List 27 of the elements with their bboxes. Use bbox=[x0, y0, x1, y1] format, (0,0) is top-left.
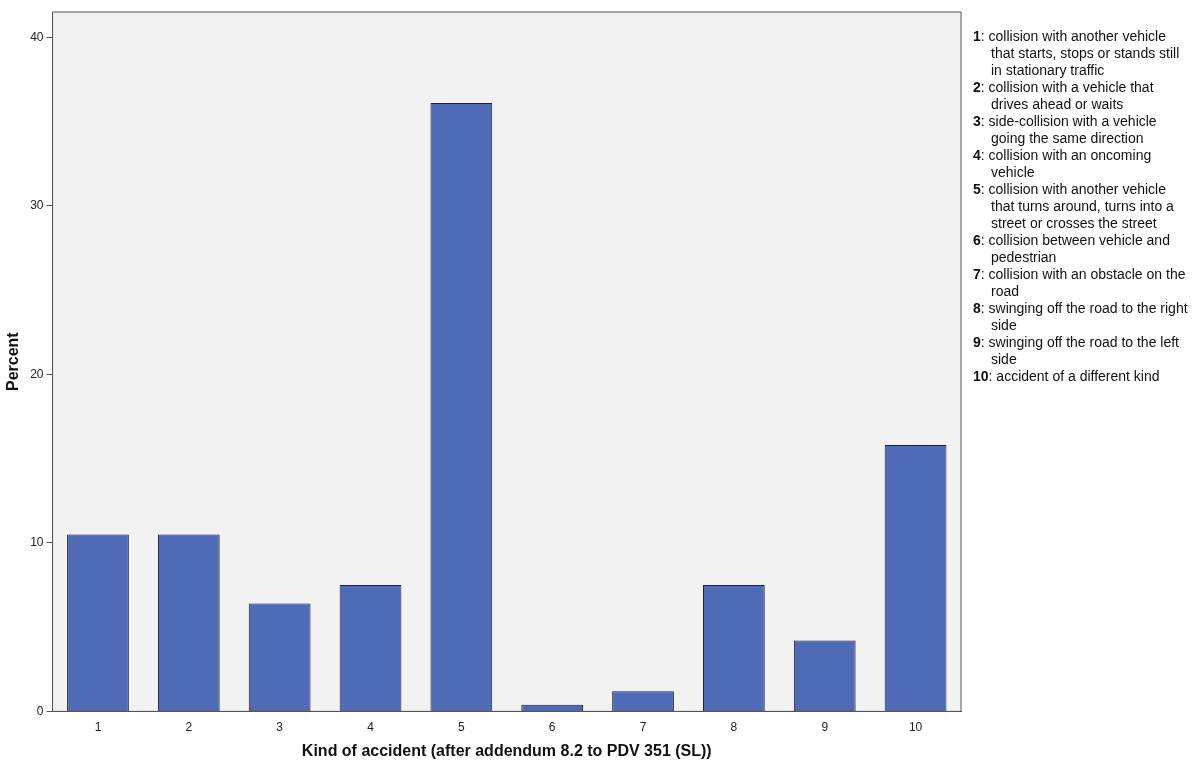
x-tick-label: 9 bbox=[821, 719, 829, 734]
text: 9: swinging off the road to the left side bbox=[973, 334, 1179, 367]
text: 7: collision with an obstacle on the road bbox=[973, 266, 1186, 299]
text: 10: accident of a different kind bbox=[973, 368, 1160, 384]
x-tick-label: 5 bbox=[458, 719, 466, 734]
text: 4: collision with an oncoming vehicle bbox=[973, 147, 1152, 180]
y-tick-label: 10 bbox=[30, 535, 44, 550]
x-tick-label: 2 bbox=[185, 719, 193, 734]
x-tick-label: 3 bbox=[276, 719, 284, 734]
text: 5: collision with another vehicle that turns around, turns into a street or crosses the street bbox=[973, 181, 1174, 231]
y-tick-label: 20 bbox=[30, 366, 44, 381]
y-axis-title: Percent bbox=[4, 331, 22, 392]
x-tick-label: 7 bbox=[639, 719, 647, 734]
x-tick-label: 6 bbox=[548, 719, 556, 734]
y-tick-label: 30 bbox=[30, 198, 44, 213]
x-tick-label: 4 bbox=[367, 719, 375, 734]
text: 3: side-collision with a vehicle going the same direction bbox=[973, 113, 1157, 146]
x-tick-label: 8 bbox=[730, 719, 738, 734]
text: 8: swinging off the road to the right side bbox=[973, 300, 1188, 333]
text: 6: collision between vehicle and pedestrian bbox=[973, 232, 1170, 265]
y-tick-label: 40 bbox=[30, 29, 44, 44]
x-axis-title: Kind of accident (after addendum 8.2 to PDV 351 (SL)) bbox=[301, 741, 712, 759]
text: 2: collision with a vehicle that drives ahead or waits bbox=[973, 79, 1154, 112]
x-tick-label: 10 bbox=[908, 719, 923, 734]
x-tick-label: 1 bbox=[94, 719, 102, 734]
y-tick-label: 0 bbox=[36, 703, 44, 718]
text: 1: collision with another vehicle that starts, stops or stands still in stationary traffic bbox=[973, 28, 1180, 78]
